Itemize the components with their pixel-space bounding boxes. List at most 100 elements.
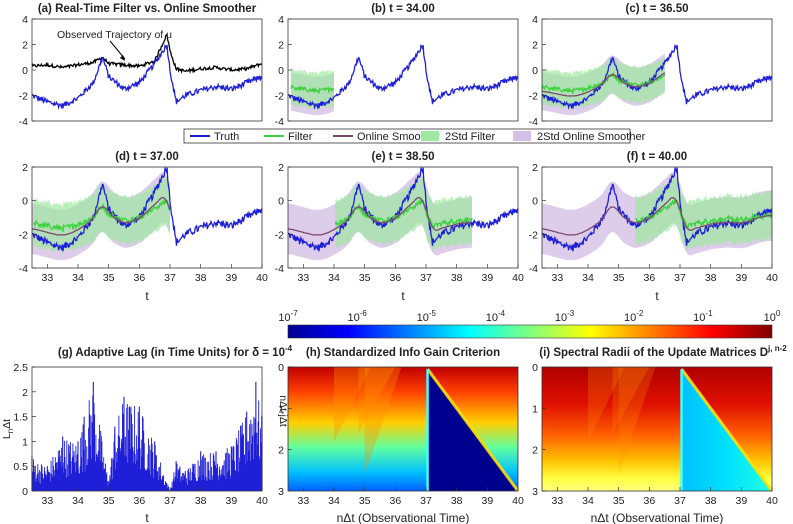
ytick-label-h: 2 (278, 445, 284, 457)
xtick-label-h: 35 (359, 495, 371, 507)
xtick-label-g: 37 (164, 495, 176, 507)
xtick-label-e: 37 (420, 272, 432, 284)
series-smoother-d (32, 196, 171, 236)
xtick-label-h: 34 (328, 495, 340, 507)
ytick-label-b: -4 (275, 116, 284, 128)
heatmap-ridge-h (358, 367, 396, 434)
xtick-label-e: 40 (512, 272, 524, 284)
xlabel-h: nΔt (Observational Time) (337, 511, 470, 524)
xtick-label-f: 34 (582, 272, 594, 284)
ytick-label-i: 3 (532, 486, 538, 498)
ytick-label-a: 4 (22, 14, 28, 26)
panel-title-h: (h) Standardized Info Gain Criterion (306, 347, 500, 359)
xtick-label-d: 40 (256, 272, 268, 284)
heatmap-edge-i (680, 368, 774, 492)
ytick-label-f: -2 (529, 229, 538, 241)
xtick-label-e: 38 (451, 272, 463, 284)
xtick-label-e: 36 (389, 272, 401, 284)
panel-title-i: (i) Spectral Radii of the Update Matrice… (539, 344, 787, 359)
xtick-label-i: 35 (613, 495, 625, 507)
panel-f: 2 0 -2 -4 33 34 35 36 37 38 39 40 (f) t = 40.00 t (529, 151, 778, 303)
xtick-label-d: 34 (72, 272, 84, 284)
ytick-label-c: 4 (532, 14, 538, 26)
series-truth-e (288, 167, 518, 252)
legend-label: Filter (288, 131, 313, 143)
colorbar-tick-label: 10-2 (624, 309, 644, 324)
ytick-label-e: 0 (278, 196, 284, 208)
series-filter-b (290, 84, 335, 94)
xtick-label-d: 35 (103, 272, 115, 284)
xtick-label-f: 40 (766, 272, 778, 284)
axes-frame-e (287, 166, 519, 269)
panel-a: Observed Trajectory of u 4 2 0 -2 -4 (a) Real-… (19, 3, 263, 128)
xlabel-i: nΔt (Observational Time) (591, 511, 724, 524)
xtick-label-d: 36 (133, 272, 145, 284)
panel-e: 2 0 -2 -4 33 34 35 36 37 38 39 40 (e) t = 38.50 t (275, 151, 524, 303)
colorbar-tick-label: 10-3 (555, 309, 575, 324)
ytick-label-b: -2 (275, 91, 284, 103)
ytick-label-d: 0 (22, 196, 28, 208)
ytick-label-a: 0 (22, 65, 28, 77)
xtick-label-i: 40 (766, 495, 778, 507)
ytick-label-e: 2 (278, 162, 284, 174)
ytick-label-c: 0 (532, 65, 538, 77)
panel-b: 4 2 0 -2 -4 (b) t = 34.00 (275, 3, 519, 128)
xtick-label-g: 40 (256, 495, 268, 507)
panel-title-f: (f) t = 40.00 (627, 151, 687, 163)
series-smoother-c (542, 72, 666, 97)
xtick-label-h: 37 (420, 495, 432, 507)
ytick-label-d: -4 (19, 263, 28, 275)
ytick-label-f: 0 (532, 196, 538, 208)
xtick-label-g: 33 (41, 495, 53, 507)
xtick-label-e: 33 (297, 272, 309, 284)
series-truth-b (288, 43, 518, 110)
legend-swatch (421, 131, 439, 141)
panel-d: 2 0 -2 -4 33 34 35 36 37 38 39 40 (d) t = 37.00 t (19, 151, 268, 303)
xtick-label-g: 39 (225, 495, 237, 507)
heatmap-ridge-i (612, 367, 650, 434)
band-filter-f (635, 175, 772, 252)
panel-c: 4 2 0 -2 -4 (c) t = 36.50 (529, 3, 773, 128)
ylabel-h: nΔt-jΔt (277, 395, 289, 427)
panel-title-a: (a) Real-Time Filter vs. Online Smoother (38, 3, 257, 15)
series-filter-f (634, 198, 772, 230)
xtick-label-g: 35 (103, 495, 115, 507)
panel-title-d: (d) t = 37.00 (115, 151, 179, 163)
series-smoother-e (288, 196, 473, 236)
series-truth-c (542, 43, 772, 110)
xtick-label-e: 39 (481, 272, 493, 284)
axes-frame-h (287, 366, 519, 492)
xtick-label-f: 37 (674, 272, 686, 284)
legend-label: Online Smoother (357, 131, 440, 143)
xtick-label-h: 33 (297, 495, 309, 507)
xtick-label-f: 39 (735, 272, 747, 284)
xtick-label-f: 36 (643, 272, 655, 284)
colorbar-tick-label: 10-4 (486, 309, 506, 324)
series-observed-a (32, 33, 262, 74)
legend-label: Truth (214, 131, 239, 143)
xtick-label-d: 37 (164, 272, 176, 284)
xlabel-e: t (401, 289, 405, 303)
xlabel-d: t (145, 289, 149, 303)
axes-frame-d (31, 166, 263, 269)
colorbar-strip (287, 324, 773, 339)
xtick-label-h: 38 (451, 495, 463, 507)
legend-swatch (513, 131, 531, 141)
ytick-label-b: 4 (278, 14, 284, 26)
xtick-label-h: 39 (481, 495, 493, 507)
axes-frame-i (541, 366, 773, 492)
axes-frame-f (541, 166, 773, 269)
ylabel-g: LnΔt (1, 419, 15, 439)
xtick-label-g: 34 (72, 495, 84, 507)
ytick-label-c: -4 (529, 116, 538, 128)
ytick-label-g: 0.5 (13, 461, 28, 473)
xtick-label-h: 40 (512, 495, 524, 507)
ytick-label-a: -2 (19, 91, 28, 103)
legend: Truth Filter Online Smoother 2Std Filter 2St… (183, 128, 646, 144)
heatmap-ridge-i (588, 367, 625, 442)
xtick-label-i: 38 (705, 495, 717, 507)
ytick-label-c: -2 (529, 91, 538, 103)
ytick-label-h: 3 (278, 486, 284, 498)
heatmap-edge-h (426, 368, 520, 492)
